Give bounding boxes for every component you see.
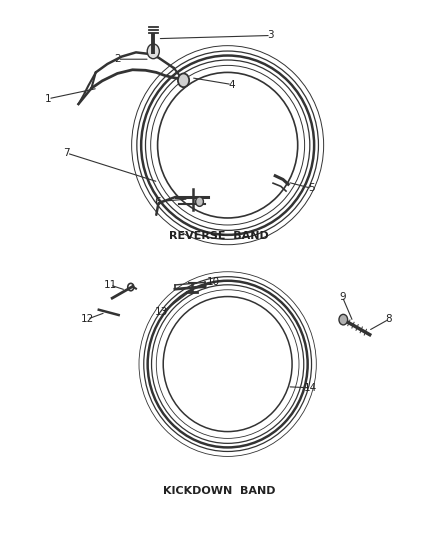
Text: 1: 1 xyxy=(45,94,52,104)
Text: 4: 4 xyxy=(229,79,235,90)
Text: 11: 11 xyxy=(103,280,117,290)
Text: 13: 13 xyxy=(155,308,169,317)
Circle shape xyxy=(339,314,348,325)
Text: 6: 6 xyxy=(154,197,161,207)
Text: 9: 9 xyxy=(339,292,346,302)
Text: 10: 10 xyxy=(207,277,220,287)
Text: 5: 5 xyxy=(309,183,315,193)
Text: 7: 7 xyxy=(64,148,70,158)
Text: REVERSE  BAND: REVERSE BAND xyxy=(169,231,269,241)
Circle shape xyxy=(147,44,159,59)
Text: KICKDOWN  BAND: KICKDOWN BAND xyxy=(163,486,275,496)
Text: 14: 14 xyxy=(304,383,317,393)
Circle shape xyxy=(196,197,203,206)
Text: 8: 8 xyxy=(385,314,392,324)
Text: 12: 12 xyxy=(81,314,94,324)
Text: 2: 2 xyxy=(114,54,121,64)
Circle shape xyxy=(178,74,189,87)
Text: 3: 3 xyxy=(268,30,274,41)
